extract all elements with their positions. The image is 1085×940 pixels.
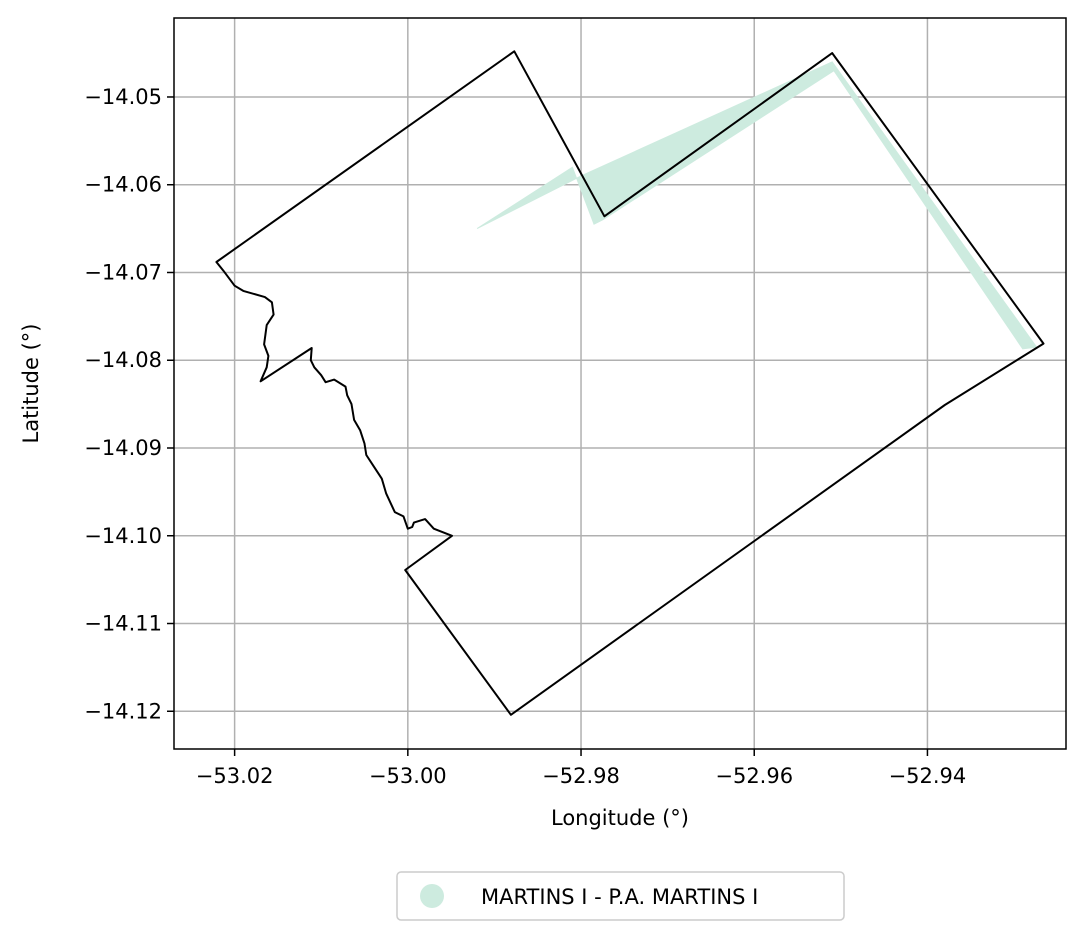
y-tick-label: −14.07: [84, 260, 162, 284]
y-axis-ticks: −14.05 −14.06 −14.07 −14.08 −14.09 −14.10 −14.…: [84, 85, 174, 723]
legend: MARTINS I - P.A. MARTINS I: [397, 872, 844, 920]
polygon-layer: [477, 62, 1037, 349]
x-tick-label: −53.02: [196, 764, 274, 788]
legend-marker-icon: [420, 884, 444, 908]
y-tick-label: −14.08: [84, 348, 162, 372]
boundary-layer: [216, 51, 1043, 715]
y-tick-label: −14.09: [84, 436, 162, 460]
y-tick-label: −14.05: [84, 85, 162, 109]
x-axis-label: Longitude (°): [551, 806, 689, 830]
x-tick-label: −52.96: [715, 764, 793, 788]
y-tick-label: −14.06: [84, 173, 162, 197]
y-tick-label: −14.10: [84, 524, 162, 548]
y-tick-label: −14.11: [84, 612, 162, 636]
x-tick-label: −52.94: [889, 764, 967, 788]
boundary-outline: [216, 51, 1043, 715]
gridlines: [174, 18, 1066, 749]
y-axis-label: Latitude (°): [19, 324, 43, 444]
x-axis-ticks: −53.02 −53.00 −52.98 −52.96 −52.94: [196, 749, 967, 788]
area-polygon: [477, 62, 1037, 349]
x-tick-label: −53.00: [369, 764, 447, 788]
legend-entry-label: MARTINS I - P.A. MARTINS I: [481, 885, 758, 909]
plot-frame: [174, 18, 1066, 749]
y-tick-label: −14.12: [84, 699, 162, 723]
x-tick-label: −52.98: [542, 764, 620, 788]
